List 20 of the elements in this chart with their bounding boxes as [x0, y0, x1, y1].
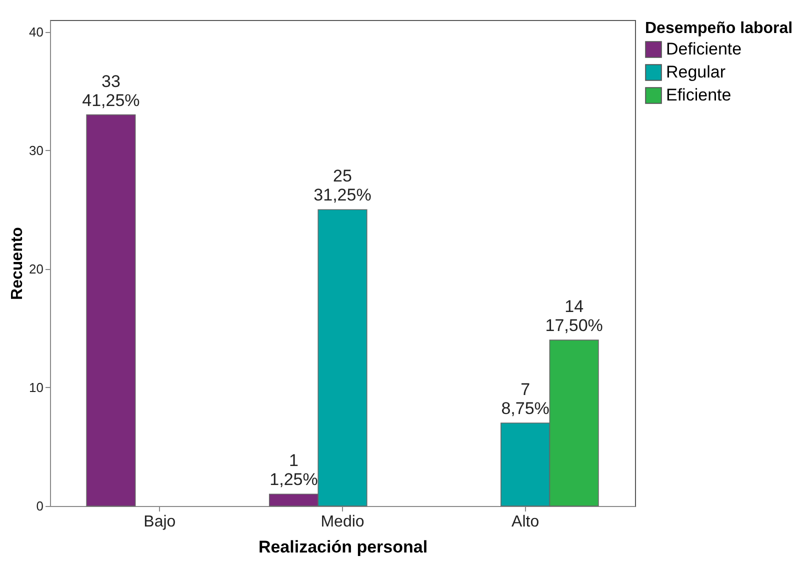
x-axis-title: Realización personal — [258, 538, 428, 556]
y-tick-label: 20 — [29, 261, 44, 276]
data-label: 33 41,25% — [82, 72, 140, 110]
data-label: 25 31,25% — [314, 166, 372, 205]
y-tick-label: 0 — [36, 498, 44, 514]
x-tick-label: Alto — [512, 514, 540, 530]
y-tick-label: 10 — [29, 380, 44, 395]
x-tick-label: Medio — [320, 514, 364, 530]
legend-label: Regular — [666, 62, 726, 82]
legend-label: Eficiente — [666, 86, 732, 104]
y-axis-title: Recuento — [9, 226, 26, 300]
bar — [86, 114, 136, 506]
data-label: 1 1,25% — [270, 451, 318, 490]
y-tick-label: 30 — [29, 142, 44, 158]
y-tick-label: 40 — [29, 24, 44, 40]
x-tick-label: Bajo — [144, 514, 176, 530]
data-label: 7 8,75% — [501, 380, 550, 418]
legend-title: Desempeño laboral — [645, 20, 793, 37]
legend-label: Deficiente — [666, 40, 742, 58]
data-label: 14 17,50% — [545, 297, 603, 336]
